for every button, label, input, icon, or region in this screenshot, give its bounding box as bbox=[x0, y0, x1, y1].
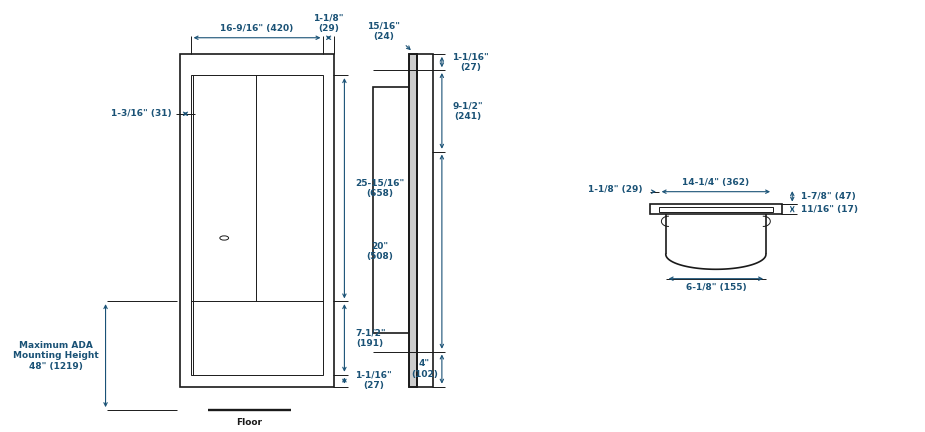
Text: 20"
(508): 20" (508) bbox=[366, 242, 393, 261]
Text: Floor: Floor bbox=[237, 418, 263, 427]
Bar bbox=[659, 207, 773, 212]
Text: 15/16"
(24): 15/16" (24) bbox=[366, 22, 400, 41]
Text: 1-7/8" (47): 1-7/8" (47) bbox=[801, 192, 856, 201]
Bar bbox=[191, 75, 324, 375]
Text: Maximum ADA
Mounting Height
48" (1219): Maximum ADA Mounting Height 48" (1219) bbox=[13, 341, 99, 371]
Text: 1-1/8" (29): 1-1/8" (29) bbox=[588, 185, 643, 194]
Text: 14-1/4" (362): 14-1/4" (362) bbox=[683, 178, 749, 187]
Text: 1-1/16"
(27): 1-1/16" (27) bbox=[355, 371, 391, 390]
Bar bbox=[409, 54, 417, 387]
Bar bbox=[650, 204, 782, 214]
Text: 11/16" (17): 11/16" (17) bbox=[801, 205, 858, 214]
Text: 1-3/16" (31): 1-3/16" (31) bbox=[111, 109, 171, 118]
Bar bbox=[409, 54, 417, 387]
Text: 9-1/2"
(241): 9-1/2" (241) bbox=[452, 101, 483, 121]
Text: 7-1/2"
(191): 7-1/2" (191) bbox=[355, 328, 386, 348]
Bar bbox=[417, 54, 433, 387]
Bar bbox=[374, 87, 409, 334]
Text: 6-1/8" (155): 6-1/8" (155) bbox=[685, 283, 746, 292]
Bar bbox=[180, 54, 334, 387]
Text: 1-1/16"
(27): 1-1/16" (27) bbox=[452, 52, 489, 72]
Text: 4"
(102): 4" (102) bbox=[411, 359, 438, 379]
Text: 16-9/16" (420): 16-9/16" (420) bbox=[220, 24, 293, 33]
Text: 25-15/16"
(658): 25-15/16" (658) bbox=[355, 178, 404, 198]
Text: 1-1/8"
(29): 1-1/8" (29) bbox=[314, 13, 344, 33]
